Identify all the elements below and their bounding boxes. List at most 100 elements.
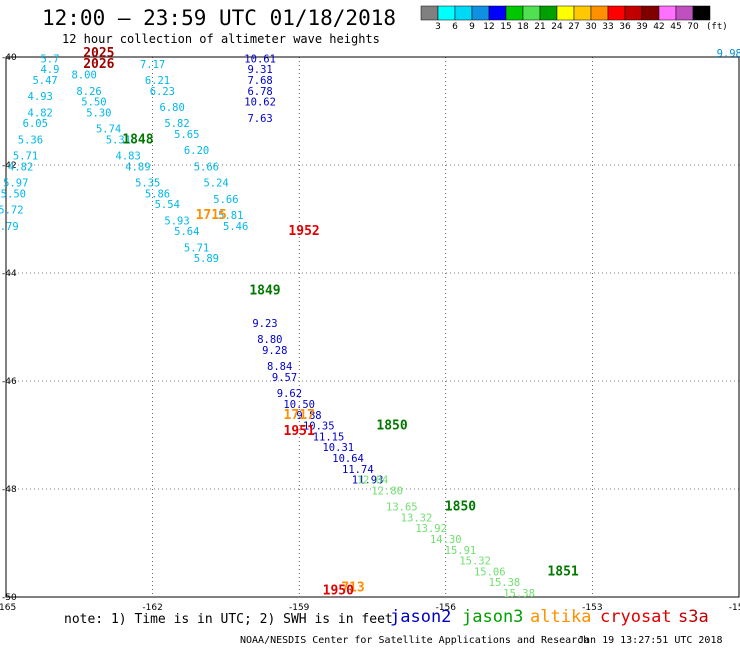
colorbar-swatch — [590, 5, 609, 21]
y-tick-label: -48 — [2, 485, 17, 495]
data-point-jason3-time: 1850 — [376, 419, 407, 434]
colorbar-label: 15 — [500, 22, 511, 32]
colorbar-label: 36 — [619, 22, 631, 32]
data-point-altika: 713 — [341, 581, 364, 596]
data-point-track-c: 6.20 — [184, 145, 209, 157]
data-point-jason2: 10.62 — [244, 97, 276, 109]
colorbar-swatch — [437, 5, 456, 21]
data-point-track-b: 8.26 — [76, 86, 101, 98]
data-point-jason2: 10.31 — [322, 442, 354, 454]
x-tick-label: -162 — [142, 603, 162, 613]
y-tick-label: -40 — [2, 53, 17, 63]
data-point-jason2: 10.64 — [332, 453, 364, 465]
colorbar-swatch — [641, 5, 660, 21]
data-point-jason2: 7.63 — [247, 113, 272, 125]
data-point-cryosat: 1952 — [288, 224, 319, 239]
data-point-cryosat: 1951 — [284, 424, 315, 439]
data-point-track-a: 5.50 — [1, 188, 26, 200]
colorbar-label: 9 — [469, 22, 475, 32]
legend-jason2: jason2 — [390, 607, 452, 627]
data-point-track-a: 5.79 — [0, 221, 19, 233]
colorbar-swatch — [692, 5, 711, 21]
data-point-track-a: 5.72 — [0, 205, 24, 217]
data-point-s3a: 2026 — [83, 57, 114, 72]
colorbar-label: 18 — [517, 22, 529, 32]
data-point-track-b: 5.89 — [194, 253, 219, 265]
data-point-track-b: 5.71 — [184, 242, 209, 254]
x-tick-label: -156 — [436, 603, 457, 613]
colorbar-label: 70 — [687, 22, 699, 32]
data-point-jason2: 7.68 — [247, 75, 272, 87]
x-tick-label: -159 — [289, 603, 310, 613]
legend-jason3: jason3 — [462, 607, 524, 627]
colorbar-swatch — [454, 5, 473, 21]
plot-frame — [5, 56, 740, 598]
colorbar-swatch — [624, 5, 643, 21]
colorbar-label: 30 — [585, 22, 597, 32]
colorbar-label: 42 — [653, 22, 664, 32]
colorbar-swatch — [471, 5, 490, 21]
data-point-track-a: 4.9 — [40, 64, 59, 76]
data-point-jason2: 9.88 — [296, 410, 321, 422]
data-point-jason3: 15.32 — [459, 556, 491, 568]
data-point-track-a: 4.93 — [28, 91, 53, 103]
data-point-track-c: 5.66 — [194, 161, 219, 173]
data-point-jason2: 11.15 — [313, 431, 345, 443]
colorbar-swatch — [556, 5, 575, 21]
data-point-jason2: 9.28 — [262, 345, 287, 357]
data-point-jason3: 13.92 — [415, 523, 447, 535]
data-point-track-b: 5.35 — [135, 178, 160, 190]
data-point-track-c: 7.17 — [140, 59, 165, 71]
data-point-track-c: 5.81 — [218, 210, 243, 222]
colorbar-label: 6 — [452, 22, 458, 32]
data-point-edge: 9.98 — [717, 48, 740, 60]
legend-cryosat: cryosat — [600, 607, 672, 627]
data-point-track-c: 5.24 — [203, 178, 228, 190]
data-point-cryosat: 1950 — [323, 583, 354, 598]
data-point-track-c: 6.21 — [145, 75, 170, 87]
colorbar-label: 24 — [551, 22, 563, 32]
data-point-jason3: 15.38 — [503, 588, 535, 600]
data-point-track-a: 4.82 — [8, 161, 33, 173]
data-point-track-b: 8.00 — [72, 70, 97, 82]
colorbar-swatch — [522, 5, 541, 21]
data-point-jason3: 15.06 — [474, 566, 506, 578]
data-point-jason2: 9.57 — [272, 372, 297, 384]
data-point-jason3: 15.91 — [445, 545, 477, 557]
x-tick-label: -165 — [0, 603, 16, 613]
data-point-track-c: 5.65 — [174, 129, 199, 141]
colorbar-label: 21 — [534, 22, 545, 32]
footnote: note: 1) Time is in UTC; 2) SWH is in fe… — [64, 612, 393, 627]
data-point-jason3-time: 1851 — [547, 564, 578, 579]
data-point-jason2: 10.35 — [303, 421, 335, 433]
colorbar-swatch — [658, 5, 677, 21]
y-tick-label: -44 — [2, 269, 17, 279]
data-point-track-a: 5.71 — [13, 151, 38, 163]
data-point-track-b: 5.93 — [164, 215, 189, 227]
data-point-jason2: 9.23 — [252, 318, 277, 330]
data-point-track-c: 6.23 — [150, 86, 175, 98]
data-point-jason3-time: 1850 — [445, 500, 476, 515]
colorbar-label: 45 — [670, 22, 681, 32]
chart-title: 12:00 – 23:59 UTC 01/18/2018 — [42, 6, 397, 30]
data-point-track-b: 5.30 — [86, 107, 111, 119]
data-point-jason3: 12.80 — [371, 485, 403, 497]
colorbar-swatch — [505, 5, 524, 21]
data-point-track-a: 6.05 — [23, 118, 48, 130]
data-point-jason2: 9.62 — [277, 388, 302, 400]
data-point-jason2: 10.50 — [283, 399, 315, 411]
data-point-track-b: 5.64 — [174, 226, 199, 238]
data-point-altika: 1717 — [284, 408, 315, 423]
data-point-altika: 1715 — [196, 208, 227, 223]
colorbar-label: 27 — [568, 22, 579, 32]
x-tick-label: -150 — [729, 603, 740, 613]
data-point-jason2: 11.74 — [342, 464, 374, 476]
data-point-jason2: 8.84 — [267, 361, 292, 373]
colorbar-label: 12 — [483, 22, 494, 32]
data-point-jason2: 11.93 — [352, 475, 384, 487]
data-point-track-a: 5.97 — [3, 178, 28, 190]
data-point-track-b: 5.31 — [106, 134, 131, 146]
data-point-track-c: 6.80 — [159, 102, 184, 114]
chart-subtitle: 12 hour collection of altimeter wave hei… — [62, 32, 380, 46]
